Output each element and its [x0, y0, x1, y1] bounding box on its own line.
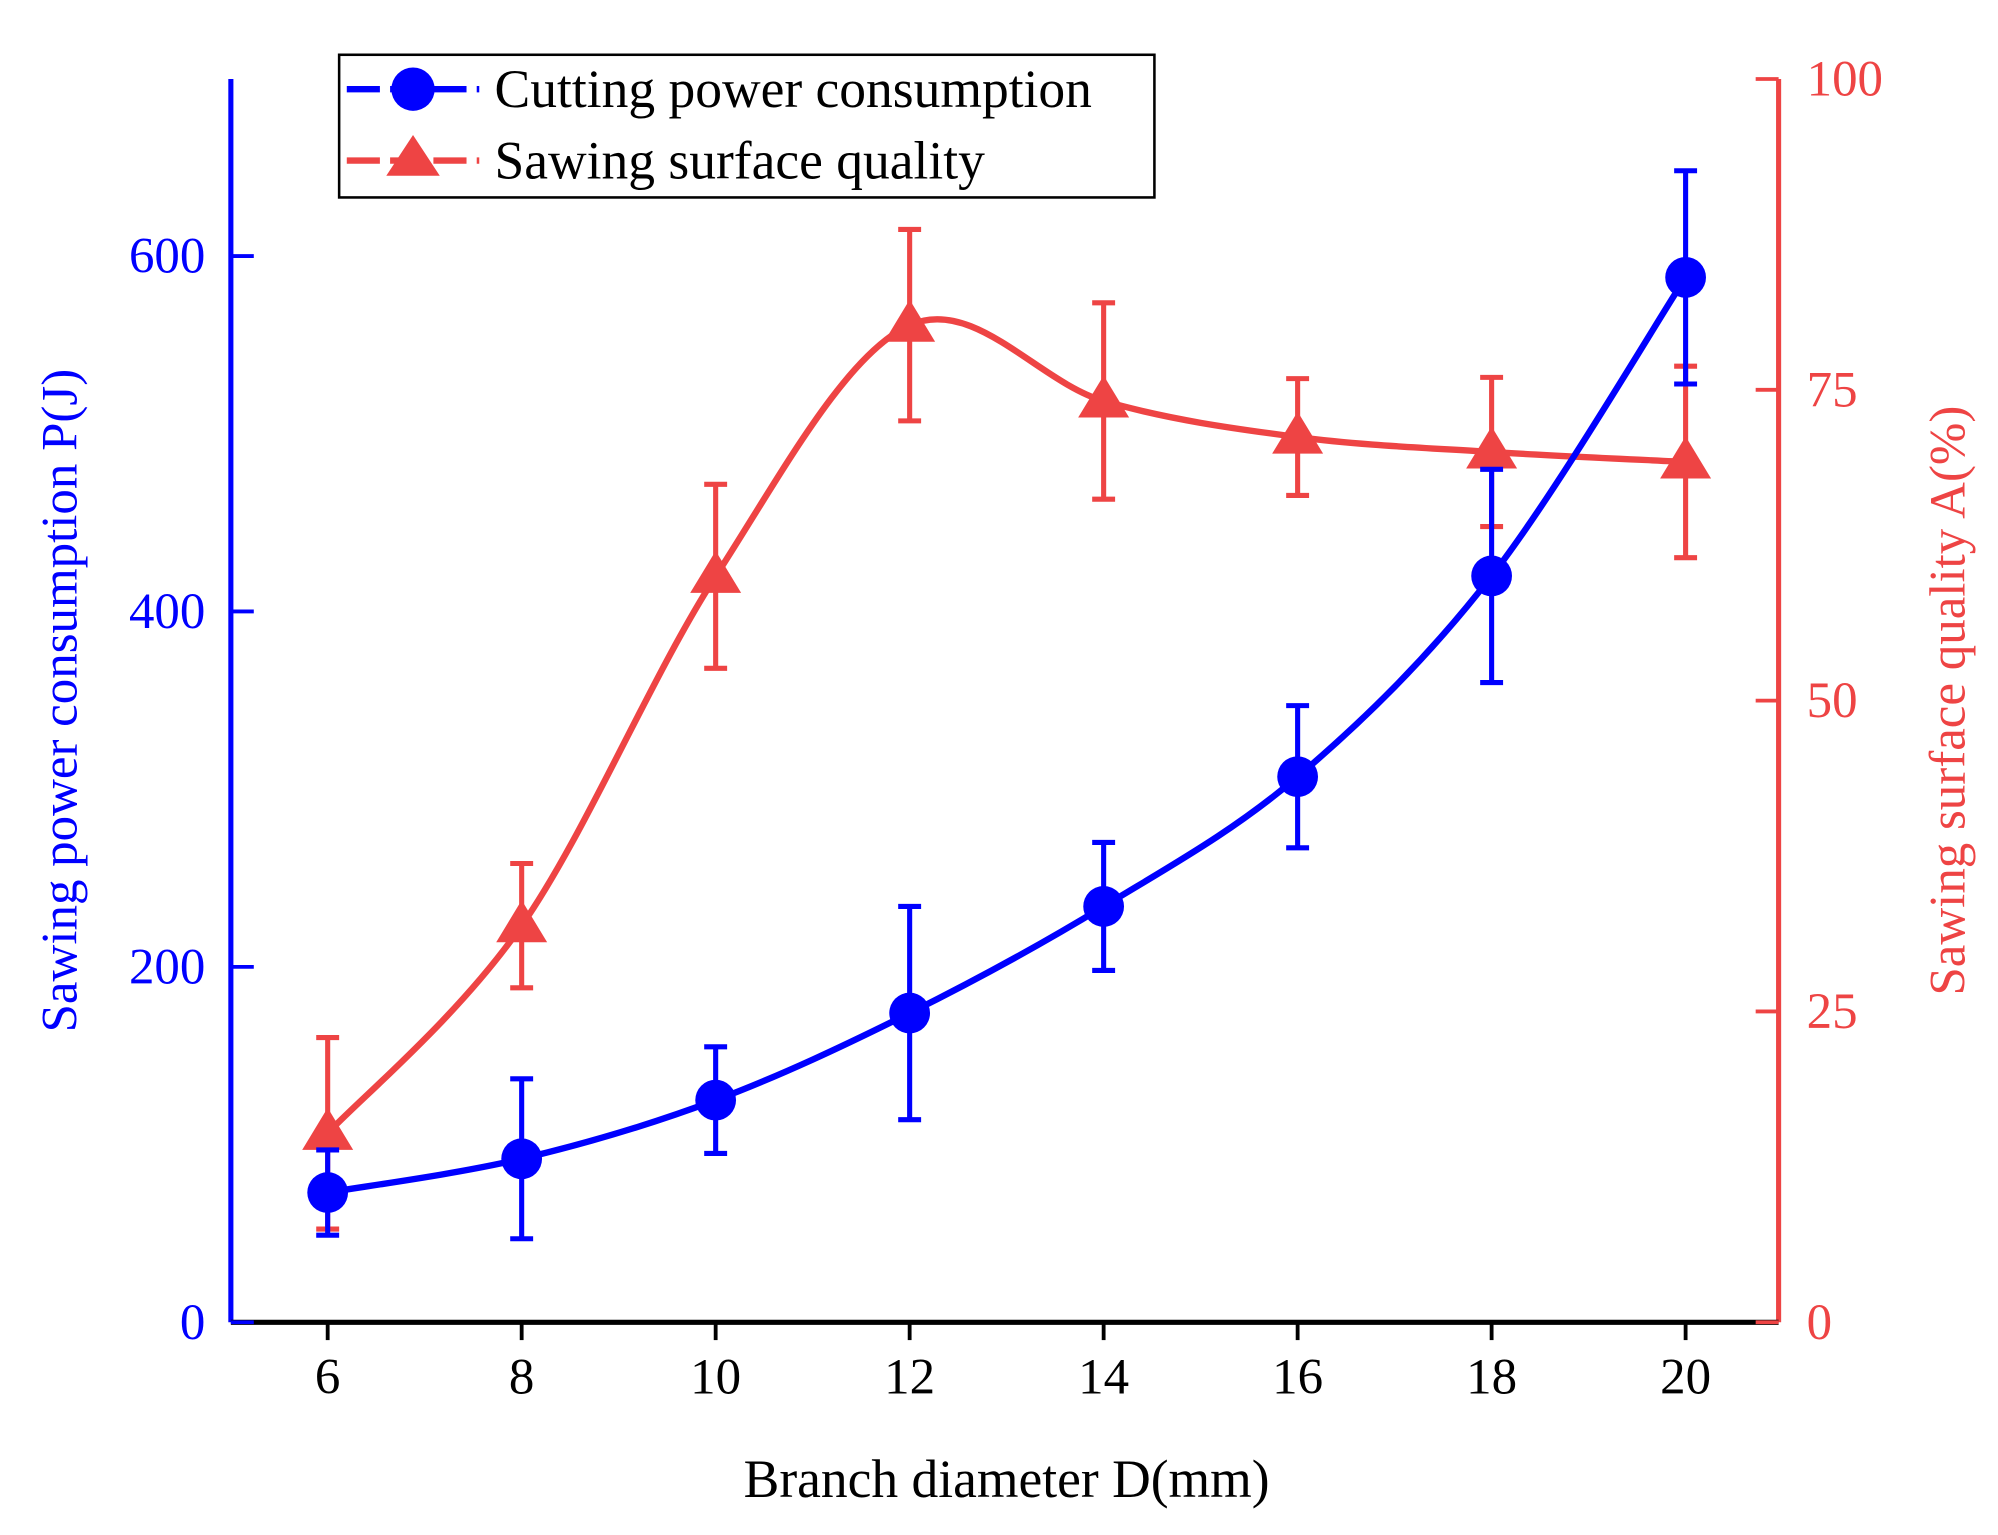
x-tick-label: 8: [509, 1350, 534, 1406]
x-tick-label: 20: [1660, 1350, 1711, 1406]
data-point-power: [1277, 756, 1319, 798]
data-point-power: [695, 1079, 737, 1121]
legend: Cutting power consumption Sawing surface…: [337, 53, 1156, 199]
y-axis-label: Sawing power consumption P(J): [33, 369, 89, 1033]
y2-tick-label: 100: [1807, 52, 1883, 108]
y2-tick-label: 25: [1807, 984, 1858, 1040]
y2-axis-label: Sawing surface quality A(%): [1921, 406, 1977, 996]
data-point-power: [501, 1138, 543, 1180]
y-tick-label: 200: [129, 939, 205, 995]
data-point-quality: [1660, 436, 1712, 479]
legend-label-power: Cutting power consumption: [495, 59, 1092, 119]
y-tick-label: 0: [180, 1295, 205, 1351]
y-tick-label: 400: [129, 584, 205, 640]
series-line-power: [327, 275, 1689, 1196]
series-line-quality: [325, 316, 1686, 1136]
data-point-power: [1471, 555, 1513, 597]
data-point-quality: [1466, 426, 1518, 469]
data-point-quality: [496, 900, 548, 943]
series-layer: [302, 168, 1712, 1242]
legend-marker-power: [391, 67, 435, 111]
y2-tick-label: 50: [1807, 673, 1858, 729]
data-point-quality: [1078, 375, 1130, 418]
x-tick-label: 16: [1272, 1350, 1323, 1406]
x-axis-label: Branch diameter D(mm): [744, 1449, 1270, 1509]
x-tick-label: 10: [690, 1350, 741, 1406]
y2-tick-label: 0: [1807, 1295, 1832, 1351]
x-tick-label: 14: [1078, 1350, 1129, 1406]
legend-marker-quality: [386, 135, 440, 176]
data-point-quality: [302, 1107, 354, 1150]
data-point-power: [1665, 256, 1706, 298]
x-tick-label: 18: [1466, 1350, 1517, 1406]
data-point-quality: [1272, 411, 1324, 454]
data-point-power: [889, 992, 931, 1034]
data-point-quality: [884, 299, 936, 342]
data-point-power: [307, 1172, 349, 1213]
data-point-power: [1083, 886, 1125, 927]
y-tick-label: 600: [129, 229, 205, 285]
legend-label-quality: Sawing surface quality: [495, 130, 986, 190]
legend-box: [337, 53, 1156, 199]
x-tick-label: 6: [315, 1350, 340, 1406]
y2-tick-label: 75: [1807, 362, 1858, 418]
x-tick-label: 12: [884, 1350, 935, 1406]
data-point-quality: [690, 550, 742, 593]
